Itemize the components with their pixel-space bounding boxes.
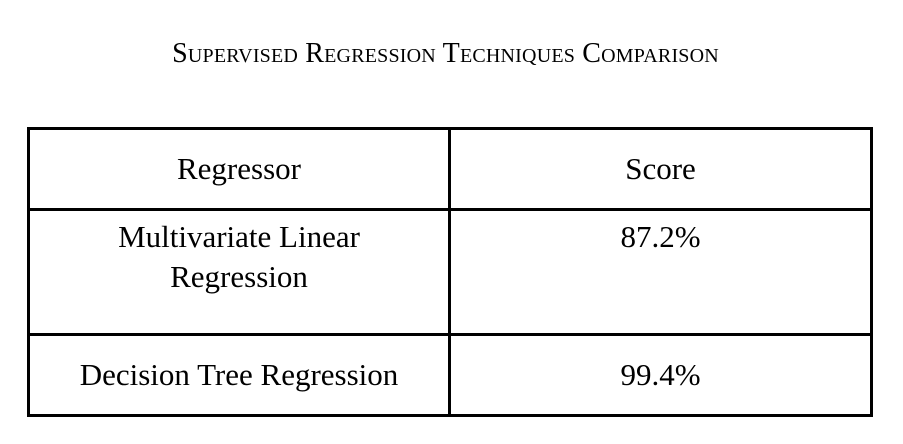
regressor-name: Decision Tree Regression: [79, 357, 399, 392]
header-cell-regressor: Regressor: [27, 127, 451, 211]
regressor-cell: Multivariate Linear Regression: [27, 208, 451, 336]
page-title: Supervised Regression Techniques Compari…: [172, 38, 719, 69]
table-row: Decision Tree Regression 99.4%: [27, 333, 873, 417]
score-cell: 99.4%: [448, 333, 873, 417]
comparison-table: Regressor Score Multivariate Linear Regr…: [27, 127, 873, 417]
score-cell: 87.2%: [448, 208, 873, 336]
regressor-name: Multivariate Linear Regression: [118, 219, 360, 294]
table-row: Multivariate Linear Regression 87.2%: [27, 208, 873, 336]
table-header-row: Regressor Score: [27, 127, 873, 211]
header-cell-score: Score: [448, 127, 873, 211]
regressor-cell: Decision Tree Regression: [27, 333, 451, 417]
